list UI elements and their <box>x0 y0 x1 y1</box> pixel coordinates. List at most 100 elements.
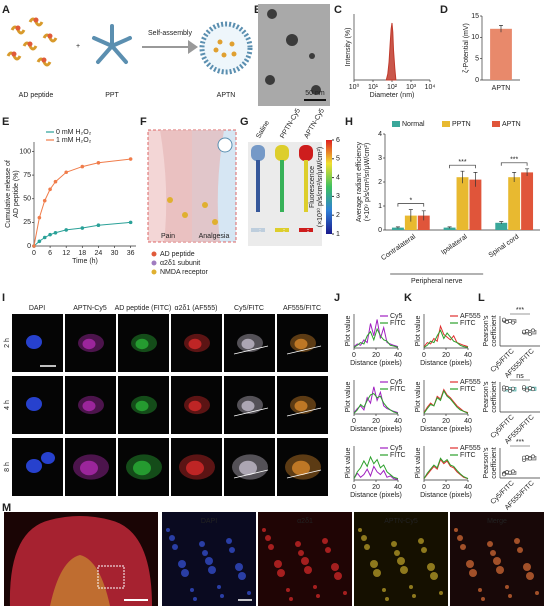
line <box>423 324 469 348</box>
error-bar <box>499 25 503 33</box>
x-tick-label: 40 <box>394 484 402 491</box>
cell-signal <box>294 338 308 350</box>
error-bar <box>447 226 452 229</box>
legend-label: α2δ1 subunit <box>160 260 200 267</box>
axis-title: Distance (pixels) <box>350 492 402 499</box>
x-tick-label: 20 <box>442 484 450 491</box>
signal-dot <box>316 594 320 598</box>
signal-dot <box>295 541 301 547</box>
bar <box>417 215 430 230</box>
signal-dot <box>514 538 520 544</box>
significance-bracket <box>397 203 425 207</box>
cell-signal <box>82 338 96 350</box>
bar <box>469 179 482 230</box>
particle <box>217 137 233 153</box>
signal-dot <box>421 547 427 553</box>
error-bar <box>395 226 400 229</box>
x-tick-label: 40 <box>464 352 472 359</box>
x-tick-label: 24 <box>95 250 103 257</box>
marker <box>96 223 101 227</box>
signal-dot <box>487 541 493 547</box>
legend-label: FITC <box>460 386 476 393</box>
signal-dot <box>370 560 378 568</box>
row-label: 8 h <box>4 462 11 472</box>
signal-dot <box>202 550 208 556</box>
marker <box>48 232 52 237</box>
marker <box>128 220 133 225</box>
significance: *** <box>510 157 518 164</box>
axis-title: coefficient <box>491 381 498 412</box>
x-tick-label: 40 <box>394 418 402 425</box>
legend-label: PPTN <box>452 121 471 128</box>
axis-title: Cumulative release of <box>5 160 12 228</box>
point <box>505 386 509 390</box>
line <box>423 389 469 414</box>
signal-dot <box>493 557 501 565</box>
colorbar <box>326 140 332 234</box>
marker <box>37 239 42 244</box>
signal-dot <box>409 585 413 589</box>
axis-title: coefficient <box>491 447 498 478</box>
x-tick-label: 12 <box>62 250 70 257</box>
spine-image <box>299 145 313 161</box>
marker <box>42 235 47 240</box>
point <box>522 329 526 334</box>
x-tick-label: Contralateral <box>380 233 417 262</box>
panel-label: H <box>345 116 353 128</box>
x-tick-label: 10¹ <box>368 84 379 91</box>
plus: + <box>76 43 80 50</box>
point <box>531 454 535 459</box>
marker <box>37 215 42 220</box>
label: PPT <box>105 92 119 99</box>
legend-label: FITC <box>460 452 476 459</box>
axis-title: Pearson's <box>483 447 490 478</box>
signal-dot <box>322 538 328 544</box>
axis-title: Average radiant efficiency <box>356 141 363 222</box>
tem-particle <box>267 9 277 19</box>
legend-label: Cy5 <box>390 313 403 320</box>
label: Self-assembly <box>148 30 192 37</box>
marker <box>128 157 133 161</box>
point <box>511 386 515 391</box>
legend-label: FITC <box>460 320 476 327</box>
x-tick-label: 0 <box>352 484 356 491</box>
line <box>353 319 399 348</box>
signal-dot <box>397 557 405 565</box>
point <box>502 317 506 322</box>
x-tick-label: 40 <box>464 484 472 491</box>
axis-title: (×10¹⁰ p/s/cm²/sr/μW/cm²) <box>316 147 324 228</box>
cell-signal <box>133 460 151 476</box>
signal-dot <box>325 547 331 553</box>
signal-dot <box>193 597 197 601</box>
y-tick-label: 25 <box>23 219 31 226</box>
nanoparticle-shell <box>199 21 253 75</box>
axis-title: Fluorescence <box>309 166 316 208</box>
signal-dot <box>523 563 531 571</box>
marker <box>64 228 69 232</box>
line <box>423 457 469 480</box>
x-tick-label: 40 <box>394 352 402 359</box>
spine-image <box>275 145 289 161</box>
x-tick-label: 20 <box>442 418 450 425</box>
signal-dot <box>298 550 304 556</box>
column-header: AD peptide (FITC) <box>115 305 172 312</box>
signal-dot <box>199 541 205 547</box>
signal-dot <box>481 597 485 601</box>
legend-label: AF555 <box>460 313 481 320</box>
point <box>525 329 529 333</box>
signal-dot <box>454 528 458 532</box>
signal-dot <box>382 588 386 592</box>
axis-title: Plot value <box>345 382 352 413</box>
colorbar-tick-label: 4 <box>336 174 340 181</box>
x-tick-label: 40 <box>464 418 472 425</box>
cell-signal <box>188 338 202 350</box>
panel-label: M <box>2 502 11 514</box>
tem-particle <box>265 75 275 85</box>
point <box>505 470 509 474</box>
point <box>525 388 529 393</box>
peptide-dot <box>27 41 33 47</box>
x-tick-label: 0 <box>352 352 356 359</box>
signal-dot <box>235 563 243 571</box>
error-bar <box>512 172 517 182</box>
legend-icon <box>151 260 157 266</box>
